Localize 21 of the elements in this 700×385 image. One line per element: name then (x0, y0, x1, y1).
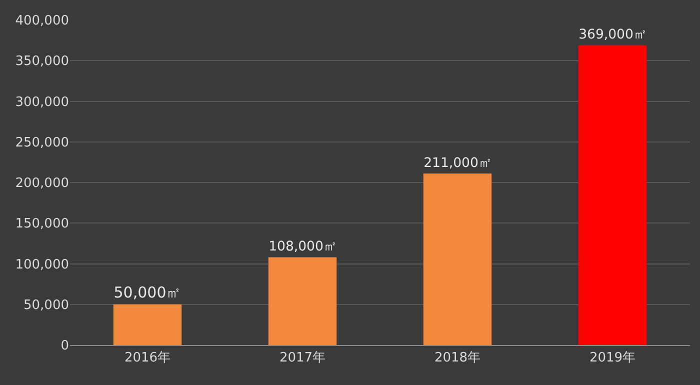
x-tick-label: 2017年 (279, 350, 326, 366)
y-tick-label: 400,000 (15, 14, 69, 29)
bar (578, 45, 647, 345)
y-tick-label: 100,000 (15, 257, 69, 272)
y-tick-label: 150,000 (15, 216, 69, 232)
data-label: 50,000㎡ (114, 283, 182, 302)
data-label: 108,000㎡ (268, 240, 336, 255)
y-tick-label: 50,000 (24, 298, 69, 313)
data-label: 369,000㎡ (578, 28, 646, 43)
y-tick-label: 300,000 (15, 94, 69, 110)
bar (423, 174, 492, 345)
x-tick-label: 2019年 (589, 350, 636, 366)
bar (268, 257, 337, 345)
x-tick-label: 2018年 (434, 350, 481, 366)
data-label: 211,000㎡ (424, 156, 492, 172)
y-tick-label: 0 (60, 338, 69, 354)
x-tick-label: 2016年 (124, 350, 171, 366)
y-tick-label: 250,000 (15, 135, 69, 150)
y-tick-label: 350,000 (15, 54, 69, 70)
y-tick-label: 200,000 (15, 176, 69, 192)
bar (113, 304, 182, 345)
